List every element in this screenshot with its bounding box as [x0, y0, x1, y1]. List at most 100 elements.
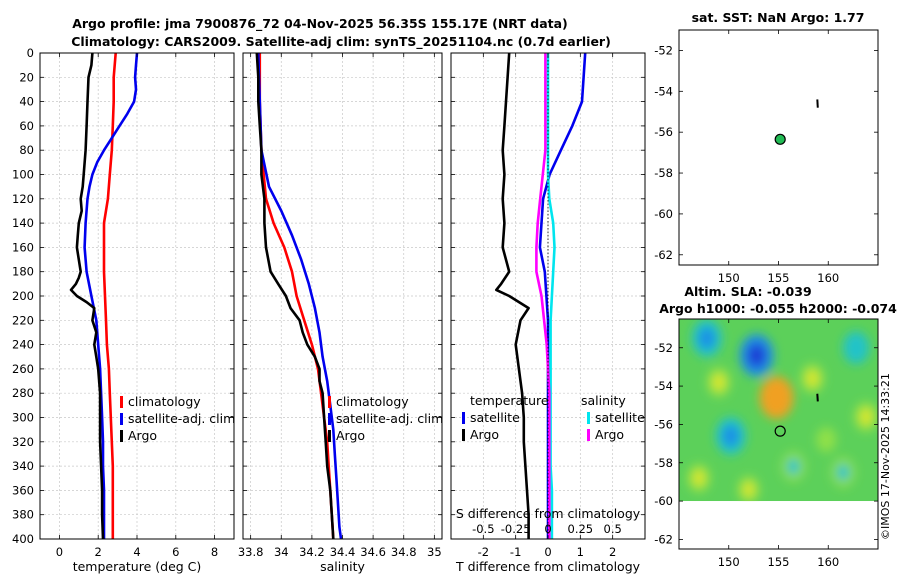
title-line-1: Argo profile: jma 7900876_72 04-Nov-2025… — [72, 16, 568, 32]
sla-blob-core — [805, 370, 819, 387]
legend-label: Argo — [336, 428, 365, 443]
legend-label: Argo — [470, 427, 499, 442]
legend-label: climatology — [336, 394, 409, 409]
series-line-t-argo — [494, 52, 530, 539]
y-tick-label: 220 — [12, 313, 34, 327]
x-tick-label: 0 — [56, 545, 63, 559]
argo-position-marker — [774, 425, 786, 437]
x-tick-label: 160 — [817, 271, 839, 285]
series-line-climatology — [102, 52, 117, 539]
legend-swatch — [462, 429, 465, 441]
y-tick-label: -62 — [654, 248, 673, 262]
y-tick-label: 140 — [12, 216, 34, 230]
y-tick-label: -52 — [654, 43, 673, 57]
sla-blob-core — [820, 432, 832, 447]
y-tick-label: 360 — [12, 483, 34, 497]
series-line-satellite-adj-clim — [257, 52, 343, 540]
y-tick-label: 0 — [27, 46, 34, 60]
legend-swatch — [120, 413, 123, 425]
y-tick-label: 320 — [12, 435, 34, 449]
x-axis-label: salinity — [320, 559, 365, 574]
salinity-panel: 33.8 34 34.2 34.4 34.6 34.8 35 salinity climatol… — [238, 52, 443, 574]
x-tick-label: 2 — [609, 545, 616, 559]
y-tick-label: 280 — [12, 386, 34, 400]
argo-position-marker — [774, 133, 786, 145]
y-tick-label: 260 — [12, 362, 34, 376]
sla-blob-core — [836, 463, 850, 481]
sla-blobs — [687, 319, 878, 502]
legend-title-temperature: temperature — [470, 393, 549, 408]
sla-blob-core — [767, 385, 786, 410]
x-tick-label: 1 — [577, 545, 584, 559]
sla-blob-core — [859, 408, 873, 426]
x-tick-label: 33.8 — [238, 545, 264, 559]
legend-swatch — [328, 396, 331, 408]
legend-title-salinity: salinity — [581, 393, 626, 408]
legend-swatch — [587, 412, 590, 424]
legend-label: satellite-adj. clim — [128, 411, 235, 426]
series-line-satellite-adj-clim — [83, 52, 139, 539]
x-tick-label: 160 — [817, 555, 839, 569]
sla-blob-core — [698, 327, 716, 349]
sst-map-panel: sat. SST: NaN Argo: 1.77 150 155 160 -52 -54 -… — [654, 10, 879, 285]
legend-label: satellite — [470, 410, 520, 425]
temperature-panel: 0 2 4 6 8 temperature (deg C) 0 20 40 60 80 100 120 1… — [12, 46, 235, 574]
x-axis-label: T difference from climatology — [455, 559, 641, 574]
y-tick-label: -60 — [654, 494, 673, 508]
y-tick-label: 120 — [12, 192, 34, 206]
y-tick-label: 300 — [12, 411, 34, 425]
legend-swatch — [587, 429, 590, 441]
x-tick-label: 0 — [544, 545, 551, 559]
x-tick-label: 155 — [768, 555, 790, 569]
x-tick-label: 34 — [274, 545, 289, 559]
x2-tick-label: 0.5 — [604, 522, 622, 536]
y-tick-label: 200 — [12, 289, 34, 303]
legend-swatch — [462, 412, 465, 424]
y-tick-label: -54 — [654, 379, 673, 393]
x-tick-label: 34.6 — [360, 545, 386, 559]
legend-label: satellite — [595, 410, 645, 425]
sla-blob-core — [742, 481, 755, 498]
x-tick-label: 4 — [133, 545, 140, 559]
legend-swatch — [328, 413, 331, 425]
x-tick-label: 2 — [95, 545, 102, 559]
x-tick-label: 35 — [427, 545, 442, 559]
y-tick-label: 80 — [19, 143, 34, 157]
sla-blob-core — [722, 425, 739, 447]
y-tick-label: 380 — [12, 508, 34, 522]
sla-map-title-2: Argo h1000: -0.055 h2000: -0.074 — [659, 301, 897, 316]
sla-blob-core — [747, 343, 766, 368]
title-line-2: Climatology: CARS2009. Satellite-adj cli… — [71, 34, 611, 50]
legend-label: Argo — [595, 427, 624, 442]
sla-blob-core — [786, 458, 801, 475]
x-axis-label: temperature (deg C) — [73, 559, 202, 574]
y-tick-label: 340 — [12, 459, 34, 473]
y-tick-label: 20 — [19, 70, 34, 84]
x-tick-label: 34.4 — [330, 545, 356, 559]
x2-tick-label: 0.25 — [568, 522, 594, 536]
legend-label: Argo — [128, 428, 157, 443]
y-tick-label: 160 — [12, 240, 34, 254]
difference-panel: -2 -1 0 1 2T difference from climatology temp… — [450, 52, 646, 574]
y-tick-label: 180 — [12, 265, 34, 279]
x2-tick-label: 0 — [544, 522, 551, 536]
x-tick-label: 8 — [211, 545, 218, 559]
y-tick-label: -58 — [654, 456, 673, 470]
x2-axis-label: S difference from climatology — [456, 506, 641, 521]
x-tick-label: -2 — [478, 545, 489, 559]
legend-label: climatology — [128, 394, 201, 409]
y-tick-label: 100 — [12, 168, 34, 182]
x-tick-label: 150 — [718, 555, 740, 569]
sla-blob-core — [712, 373, 726, 391]
sst-map-title: sat. SST: NaN Argo: 1.77 — [692, 10, 865, 25]
x-tick-label: 155 — [768, 271, 790, 285]
sla-map-title-1: Altim. SLA: -0.039 — [684, 284, 811, 299]
sla-map-panel: Altim. SLA: -0.039 Argo h1000: -0.055 h20… — [654, 284, 897, 569]
y-tick-label: -56 — [654, 417, 673, 431]
y-tick-label: 240 — [12, 338, 34, 352]
y-tick-label: 60 — [19, 119, 34, 133]
sla-blob-core — [692, 470, 706, 487]
y-tick-label: -52 — [654, 341, 673, 355]
x2-tick-label: -0.25 — [501, 522, 531, 536]
